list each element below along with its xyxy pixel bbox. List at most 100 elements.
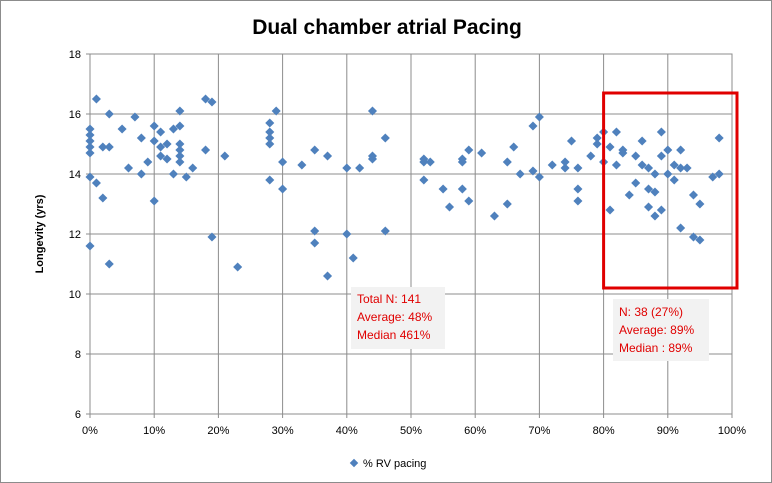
data-point xyxy=(143,157,153,167)
legend-marker xyxy=(349,458,359,468)
data-point xyxy=(348,253,358,263)
data-point xyxy=(98,193,108,203)
x-tick-label: 50% xyxy=(400,425,422,437)
x-tick-label: 10% xyxy=(143,425,165,437)
data-point xyxy=(117,124,127,134)
data-point xyxy=(464,196,474,206)
x-tick-label: 0% xyxy=(82,425,98,437)
x-tick-label: 60% xyxy=(464,425,486,437)
data-point xyxy=(181,172,191,182)
data-point xyxy=(676,223,686,233)
x-axis-ticks: 0% 10% 20% 30% 40% 50% 60% 70% 80% 90% 100% xyxy=(82,414,746,437)
data-point xyxy=(457,157,467,167)
data-point xyxy=(156,142,166,152)
data-point xyxy=(644,163,654,173)
data-point xyxy=(265,118,275,128)
data-point xyxy=(201,94,211,104)
data-point xyxy=(367,106,378,116)
x-tick-label: 70% xyxy=(528,425,550,437)
data-point xyxy=(611,127,621,137)
x-tick-label: 30% xyxy=(272,425,294,437)
data-point xyxy=(566,136,577,146)
data-point xyxy=(560,163,570,173)
data-point xyxy=(104,142,114,152)
data-point xyxy=(149,196,159,206)
data-point xyxy=(605,142,615,152)
data-point xyxy=(419,175,429,185)
data-point xyxy=(220,151,230,161)
data-point xyxy=(676,145,686,155)
y-tick-label: 10 xyxy=(69,289,81,301)
data-point xyxy=(323,151,333,161)
data-point xyxy=(85,241,95,251)
data-point xyxy=(162,154,172,164)
data-point xyxy=(624,190,634,200)
legend: % RV pacing xyxy=(349,458,426,470)
data-point xyxy=(85,136,95,146)
chart-title: Dual chamber atrial Pacing xyxy=(252,16,522,39)
x-tick-label: 100% xyxy=(718,425,746,437)
data-point xyxy=(201,145,211,155)
x-tick-label: 80% xyxy=(593,425,615,437)
data-points xyxy=(85,94,724,281)
y-axis-title: Longevity (yrs) xyxy=(34,194,46,273)
data-point xyxy=(342,163,352,173)
data-point xyxy=(175,106,185,116)
data-point xyxy=(207,232,217,242)
data-point xyxy=(168,169,178,179)
data-point xyxy=(515,169,525,179)
annotation-total: Total N: 141 Average: 48% Median 461% xyxy=(351,287,445,349)
data-point xyxy=(509,142,519,152)
data-point xyxy=(130,112,140,122)
data-point xyxy=(669,175,679,185)
data-point xyxy=(278,184,288,194)
annotation-total-line-2: Average: 48% xyxy=(357,310,432,324)
data-point xyxy=(233,262,243,272)
data-point xyxy=(489,211,499,221)
data-point xyxy=(631,151,641,161)
data-point xyxy=(104,259,114,269)
x-tick-label: 90% xyxy=(657,425,679,437)
data-point xyxy=(380,133,390,143)
data-point xyxy=(156,127,166,137)
annotation-highlight-bg xyxy=(613,299,709,361)
data-point xyxy=(323,271,333,281)
data-point xyxy=(162,139,172,149)
data-point xyxy=(355,163,365,173)
data-point xyxy=(123,163,134,173)
data-point xyxy=(656,127,666,137)
data-point xyxy=(695,199,705,209)
y-tick-label: 16 xyxy=(69,109,81,121)
y-tick-label: 8 xyxy=(75,349,81,361)
data-point xyxy=(85,142,95,152)
x-tick-label: 20% xyxy=(207,425,229,437)
data-point xyxy=(656,205,666,215)
data-point xyxy=(85,148,95,158)
data-point xyxy=(547,160,557,170)
data-point xyxy=(188,163,198,173)
data-point xyxy=(656,151,666,161)
data-point xyxy=(477,148,487,158)
data-point xyxy=(682,163,692,173)
data-point xyxy=(85,124,95,134)
data-point xyxy=(650,211,660,221)
data-point xyxy=(149,136,159,146)
data-point xyxy=(265,175,275,185)
data-point xyxy=(650,169,660,179)
data-point xyxy=(104,109,114,119)
y-axis-ticks: 6 8 10 12 14 16 18 xyxy=(69,49,90,421)
data-point xyxy=(464,145,474,155)
data-point xyxy=(714,133,724,143)
annotation-highlight-line-2: Average: 89% xyxy=(619,323,694,337)
data-point xyxy=(149,121,159,131)
data-point xyxy=(573,184,583,194)
y-tick-label: 14 xyxy=(69,169,81,181)
y-tick-label: 12 xyxy=(69,229,81,241)
legend-label: % RV pacing xyxy=(363,458,426,470)
data-point xyxy=(91,178,101,188)
data-point xyxy=(663,169,673,179)
data-point xyxy=(85,172,95,182)
data-point xyxy=(457,184,467,194)
